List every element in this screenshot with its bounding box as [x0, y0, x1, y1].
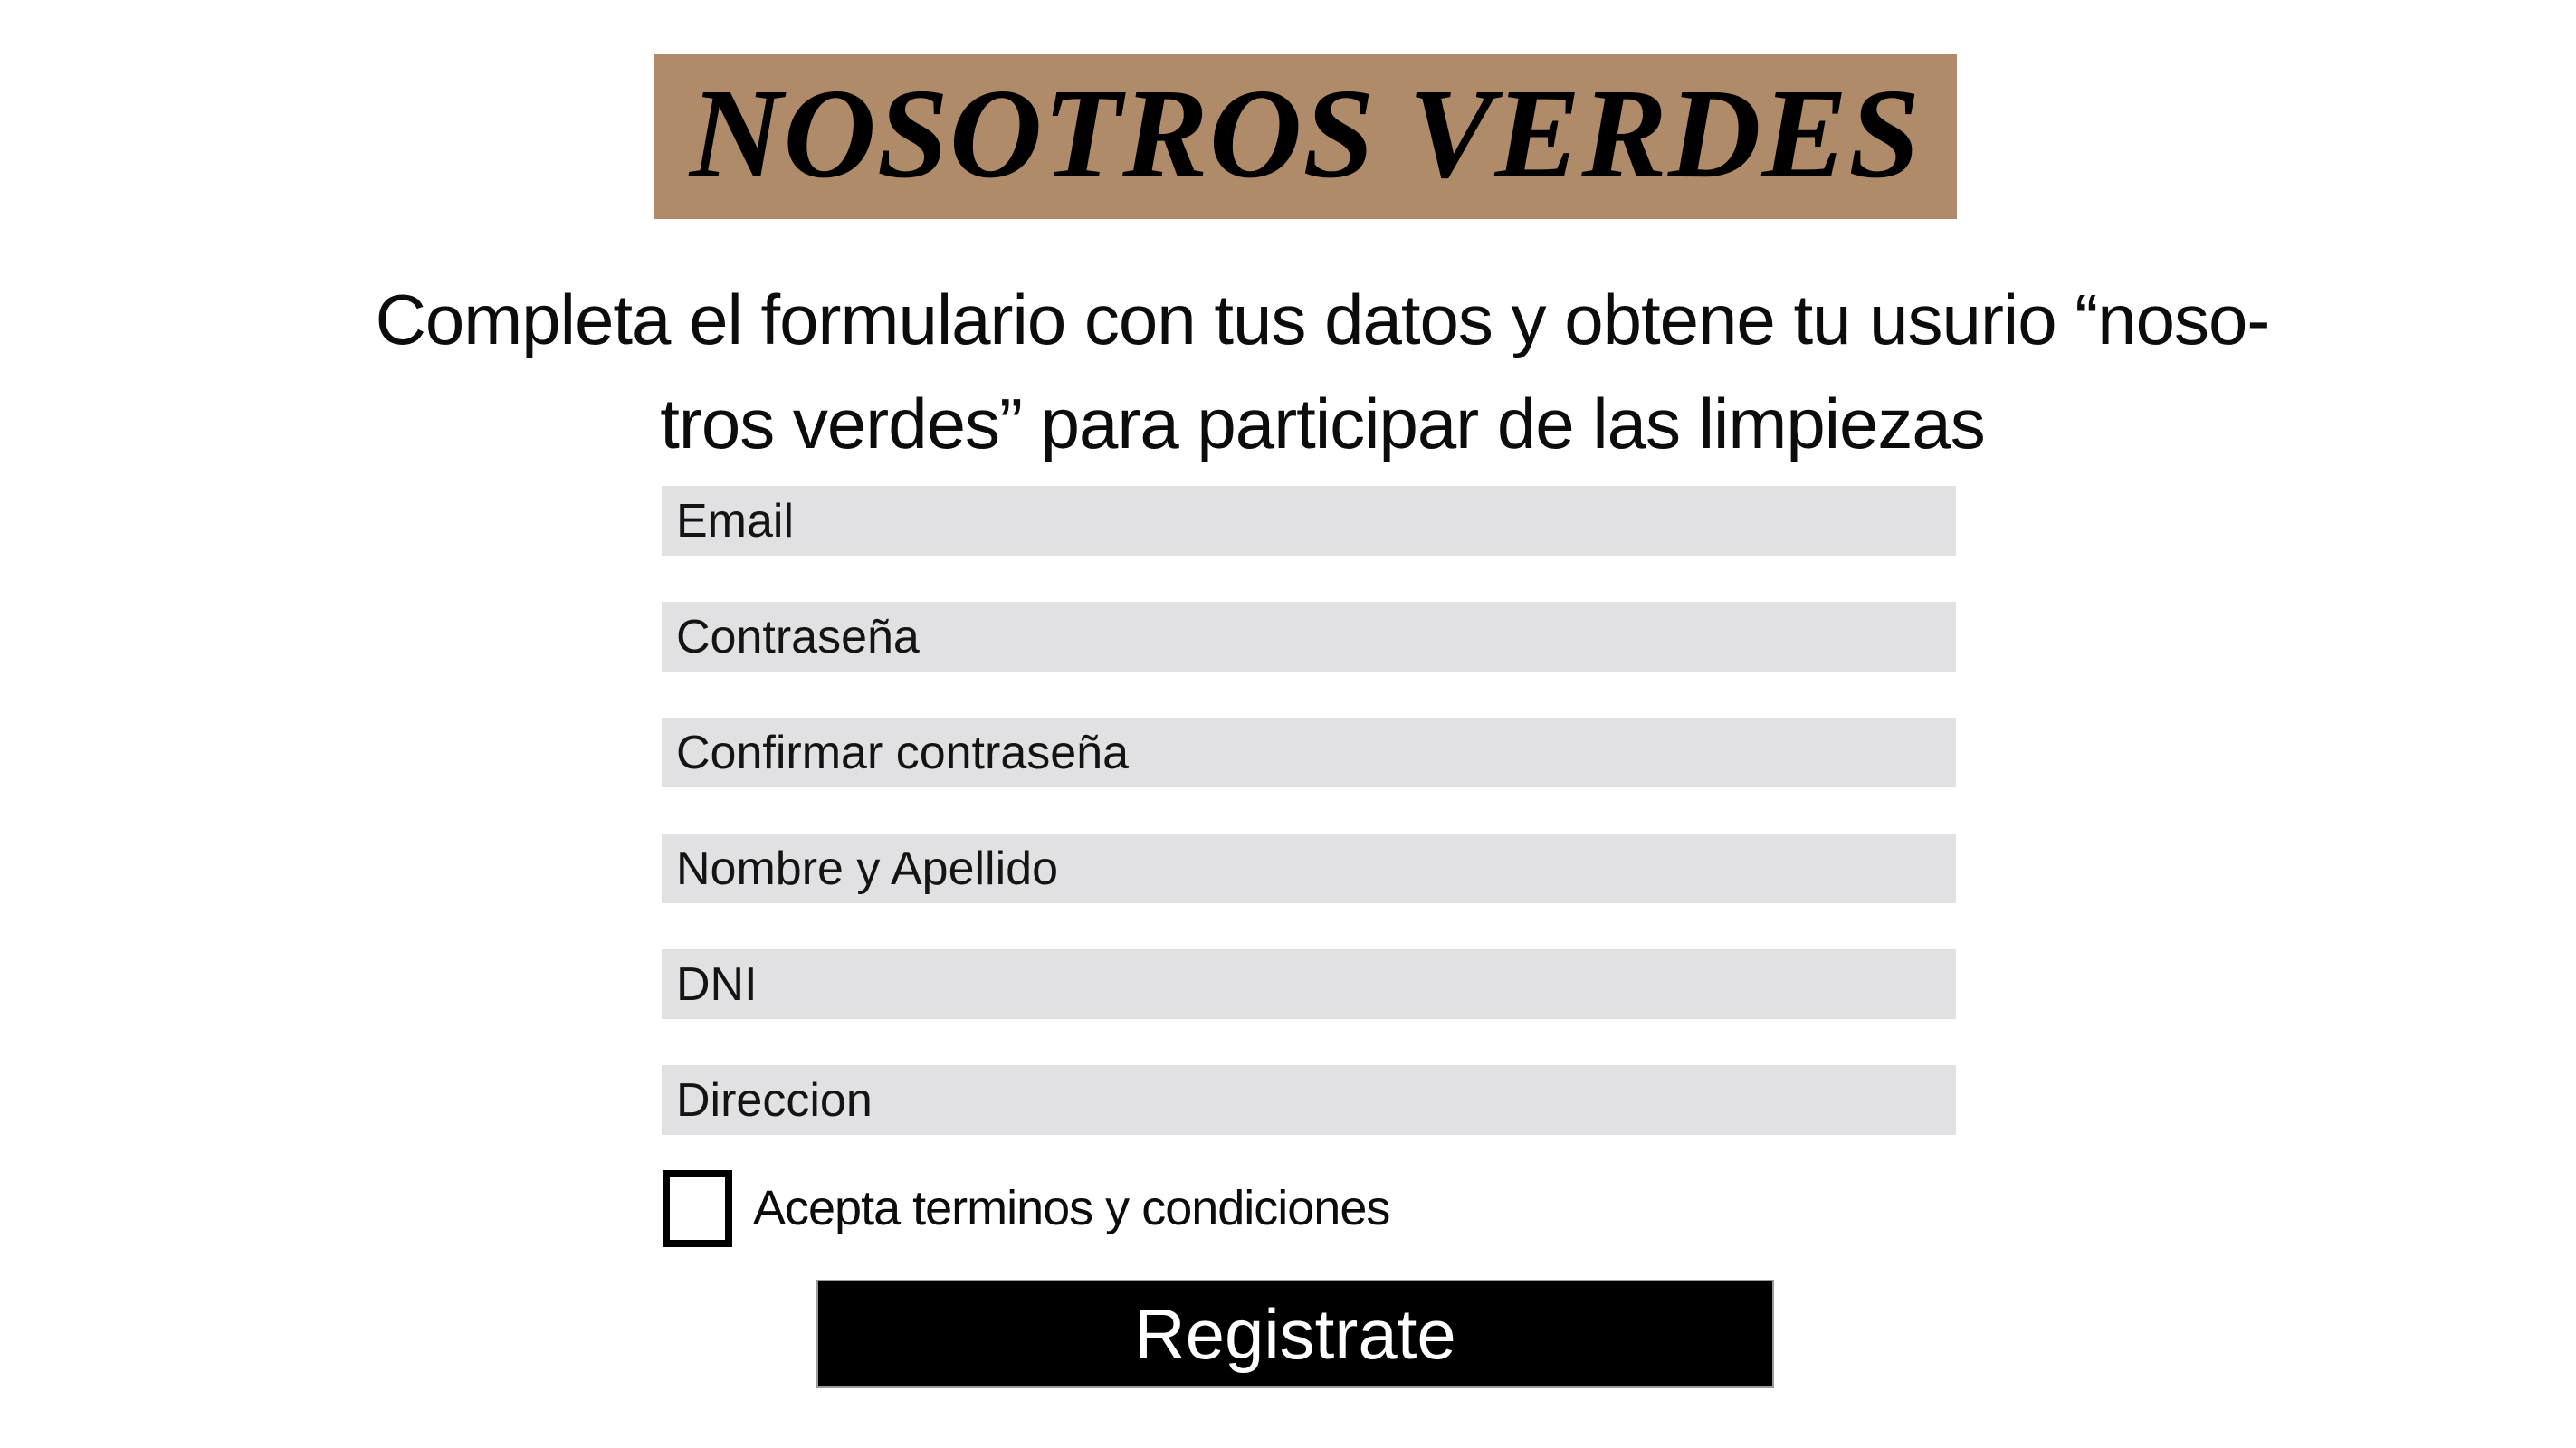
email-input[interactable] — [662, 486, 1956, 556]
terms-label: Acepta terminos y condiciones — [753, 1181, 1390, 1235]
app-title: NOSOTROS VERDES — [689, 62, 1922, 205]
register-button[interactable]: Registrate — [816, 1280, 1774, 1388]
dni-input[interactable] — [662, 949, 1956, 1019]
terms-checkbox[interactable] — [663, 1169, 732, 1247]
confirm-password-input[interactable] — [662, 718, 1956, 787]
instructions-line-1: Completa el formulario con tus datos y o… — [375, 280, 2271, 359]
title-banner: NOSOTROS VERDES — [654, 54, 1957, 219]
form-instructions: Completa el formulario con tus datos y o… — [0, 268, 2576, 476]
terms-row: Acepta terminos y condiciones — [663, 1169, 1390, 1247]
instructions-line-2: tros verdes” para participar de las limp… — [660, 384, 1986, 463]
password-input[interactable] — [662, 602, 1956, 672]
address-input[interactable] — [662, 1065, 1956, 1135]
full-name-input[interactable] — [662, 834, 1956, 903]
